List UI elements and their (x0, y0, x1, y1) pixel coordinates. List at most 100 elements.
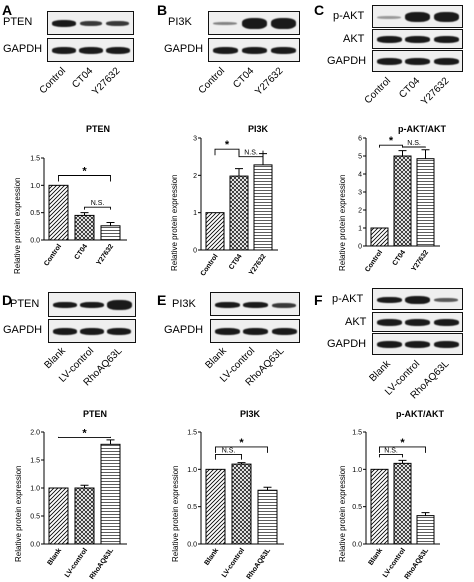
y-tick-label: 1.0 (187, 467, 197, 474)
bar-control (370, 227, 389, 247)
y-tick-label: 1.5 (30, 156, 40, 163)
x-tick-label: LV-control (382, 547, 407, 579)
error-bar (421, 512, 430, 516)
western-blot-a-pten (47, 11, 134, 35)
ns-bracket (379, 453, 403, 458)
blot-label-e-gapdh: GAPDH (164, 324, 204, 336)
chart-title-f: p-AKT/AKT (396, 409, 444, 419)
blot-label-d-pten: PTEN (10, 298, 40, 310)
western-blot-d-gapdh (48, 319, 136, 343)
x-tick-label: Y27632 (411, 249, 431, 273)
bar-blank (370, 468, 389, 545)
error-bar (106, 439, 115, 445)
significance-star: * (82, 428, 87, 440)
lane-label-b-y27632: Y27632 (252, 65, 285, 98)
y-tick-label: 0.0 (30, 542, 40, 549)
significance-star: * (400, 437, 405, 449)
western-blot-c-akt (372, 29, 463, 49)
panel-letter-b: B (157, 2, 168, 18)
bar-lv-control (74, 487, 95, 545)
y-tick-label: 1.0 (30, 486, 40, 493)
panel-letter-c: C (314, 2, 325, 18)
bar-chart-c-pakt-akt: 0 1 2 3 4 5 6 Control CT04 Y27632 * N.S. (358, 135, 440, 274)
bar-blank (205, 468, 226, 545)
y-tick-label: 0.5 (352, 504, 362, 511)
y-tick-label: 0.0 (352, 542, 362, 549)
y-tick-label: 1.5 (187, 430, 197, 437)
bar-chart-a-pten: 0.0 0.5 1.0 1.5 Control CT04 Y27632 * N.S. (30, 156, 127, 268)
chart-title-a: PTEN (85, 124, 110, 134)
y-tick-label: 0.5 (30, 514, 40, 521)
bar-chart-e-pi3k: 0.0 0.5 1.0 1.5 Blank LV-control RhoAQ63L N.S.* (187, 430, 284, 581)
bar-y27632 (416, 158, 435, 247)
panel-letter-a: A (2, 2, 13, 18)
y-tick-label: 0.0 (30, 238, 40, 245)
x-tick-label: Blank (203, 547, 220, 567)
ns-label: N.S. (91, 200, 105, 207)
blot-label-a-pten: PTEN (3, 16, 33, 28)
x-tick-label: Y27632 (248, 253, 268, 277)
chart-title-c: p-AKT/AKT (398, 124, 446, 134)
blot-label-b-pi3k: PI3K (168, 16, 192, 28)
ns-bracket (84, 206, 111, 210)
error-bar (421, 149, 430, 159)
ns-label: N.S. (407, 140, 421, 147)
western-blot-c-pakt (372, 5, 463, 28)
y-tick-label: 1.0 (30, 183, 40, 190)
significance-star: * (389, 135, 394, 147)
lane-label-d-blank: Blank (42, 345, 68, 372)
bar-ct04 (229, 175, 249, 251)
bar-y27632 (253, 164, 273, 251)
x-tick-label: Control (200, 253, 220, 277)
bar-chart-d-pten: 0.0 0.5 1.0 1.5 2.0 Blank LV-control RhoAQ63L * (30, 428, 127, 581)
error-bar (398, 459, 407, 464)
y-tick-label: 4 (358, 172, 362, 179)
y-tick-label: 0 (193, 248, 197, 255)
bar-rhoaq63l (416, 515, 435, 545)
blot-label-c-pakt: p-AKT (333, 10, 365, 22)
lane-label-e-blank: Blank (203, 345, 229, 372)
western-blot-b-pi3k (208, 11, 300, 35)
error-bar (398, 150, 407, 156)
bar-control (205, 212, 225, 251)
western-blot-e-pi3k (210, 292, 300, 316)
error-bar (106, 222, 115, 226)
ns-label: N.S. (222, 447, 236, 454)
blot-label-f-gapdh: GAPDH (327, 338, 367, 350)
bar-rhoaq63l (257, 489, 278, 545)
blot-label-b-gapdh: GAPDH (164, 43, 204, 55)
x-tick-label: LV-control (64, 547, 89, 579)
x-tick-label: Blank (367, 547, 384, 567)
chart-title-b: PI3K (247, 124, 268, 134)
blot-label-c-akt: AKT (343, 33, 365, 45)
lane-label-a-ct04: CT04 (69, 65, 95, 91)
y-tick-label: 2 (358, 208, 362, 215)
y-tick-label: 1.5 (352, 430, 362, 437)
y-tick-label: 0.5 (187, 504, 197, 511)
error-bar (80, 212, 89, 216)
error-bar (80, 484, 89, 488)
x-tick-label: RhoAQ63L (89, 547, 116, 581)
y-tick-label: 6 (358, 136, 362, 143)
significance-bracket (379, 446, 426, 453)
x-tick-label: RhoAQ63L (246, 547, 273, 581)
lane-label-a-control: Control (37, 65, 68, 97)
bar-blank (48, 487, 69, 545)
x-tick-label: LV-control (221, 547, 246, 579)
chart-title-e: PI3K (239, 409, 260, 419)
lane-label-b-ct04: CT04 (230, 65, 256, 91)
significance-star: * (82, 165, 87, 177)
x-tick-label: Blank (46, 547, 63, 567)
y-tick-label: 1.0 (352, 467, 362, 474)
bar-chart-b-pi3k: 0 1 2 3 Control CT04 Y27632 * N.S. (193, 136, 278, 278)
y-tick-label: 1 (358, 226, 362, 233)
error-bar (235, 168, 243, 177)
error-bar (263, 486, 272, 491)
western-blot-f-gapdh (372, 333, 463, 355)
lane-label-b-control: Control (196, 65, 227, 97)
blot-label-e-pi3k: PI3K (172, 298, 196, 310)
y-tick-label: 0 (358, 244, 362, 251)
y-tick-label: 3 (193, 136, 197, 143)
blot-label-a-gapdh: GAPDH (3, 43, 43, 55)
y-tick-label: 2.0 (30, 430, 40, 437)
